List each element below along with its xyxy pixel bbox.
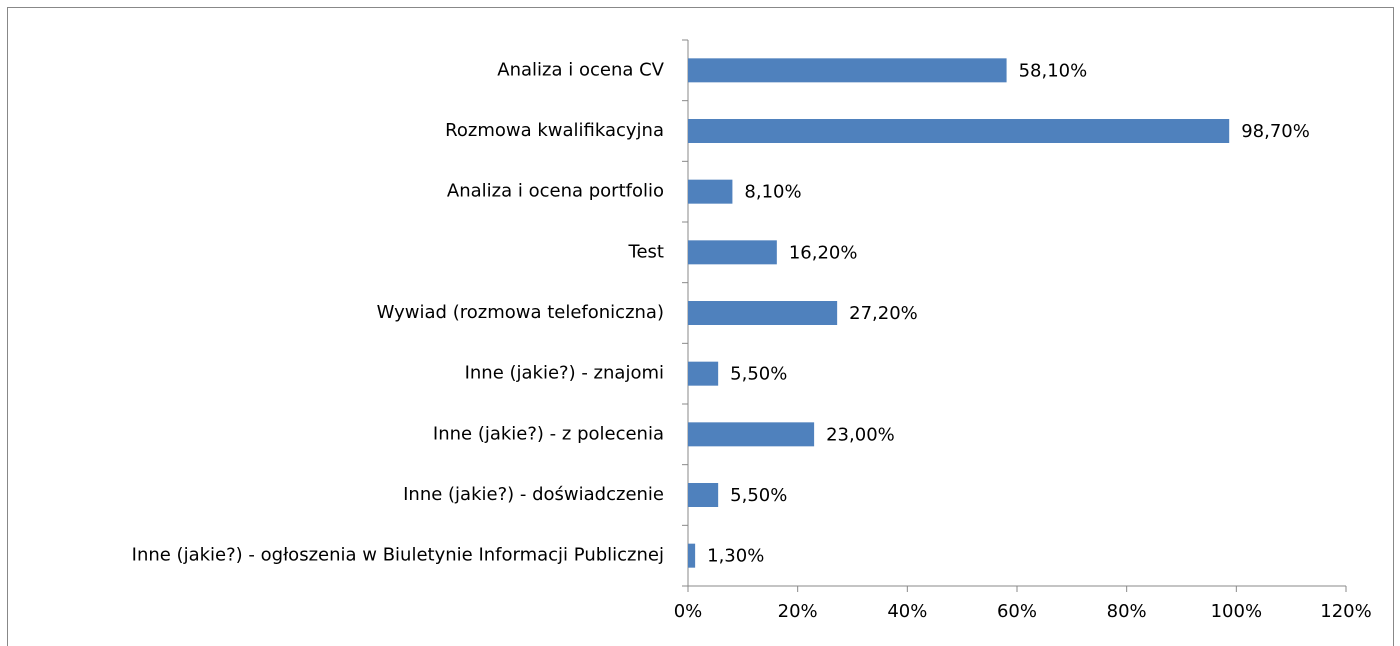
bar: [688, 483, 719, 507]
data-label: 98,70%: [1241, 121, 1310, 142]
bar: [688, 543, 696, 568]
bar: [688, 119, 1230, 143]
y-tick-label: Analiza i ocena CV: [497, 59, 664, 80]
bar: [688, 179, 733, 204]
y-tick-label: Inne (jakie?) - doświadczenie: [403, 484, 664, 505]
y-tick-label: Rozmowa kwalifikacyjna: [445, 120, 664, 141]
data-label: 5,50%: [730, 364, 787, 385]
data-label: 23,00%: [826, 424, 895, 445]
y-tick-label: Inne (jakie?) - ogłoszenia w Biuletynie …: [132, 545, 664, 566]
bar: [688, 361, 719, 386]
y-tick-label: Analiza i ocena portfolio: [447, 181, 664, 202]
y-tick-label: Inne (jakie?) - z polecenia: [433, 423, 664, 444]
x-tick-label: 40%: [887, 601, 927, 622]
data-label: 58,10%: [1019, 60, 1088, 81]
x-tick-label: 20%: [778, 601, 818, 622]
bar: [688, 240, 777, 265]
data-label: 16,20%: [789, 242, 858, 263]
data-label: 8,10%: [744, 182, 801, 203]
x-tick-label: 80%: [1107, 601, 1147, 622]
bar: [688, 422, 815, 447]
bar: [688, 301, 838, 325]
data-label: 1,30%: [707, 546, 764, 567]
y-tick-label: Test: [628, 241, 664, 262]
y-tick-label: Wywiad (rozmowa telefoniczna): [377, 302, 664, 323]
y-tick-label: Inne (jakie?) - znajomi: [465, 363, 664, 384]
x-tick-label: 60%: [997, 601, 1037, 622]
data-label: 27,20%: [849, 303, 918, 324]
data-label: 5,50%: [730, 485, 787, 506]
x-tick-label: 0%: [674, 601, 703, 622]
x-tick-label: 120%: [1320, 601, 1371, 622]
bar: [688, 58, 1007, 83]
x-tick-label: 100%: [1211, 601, 1262, 622]
chart-frame: [7, 7, 1394, 646]
